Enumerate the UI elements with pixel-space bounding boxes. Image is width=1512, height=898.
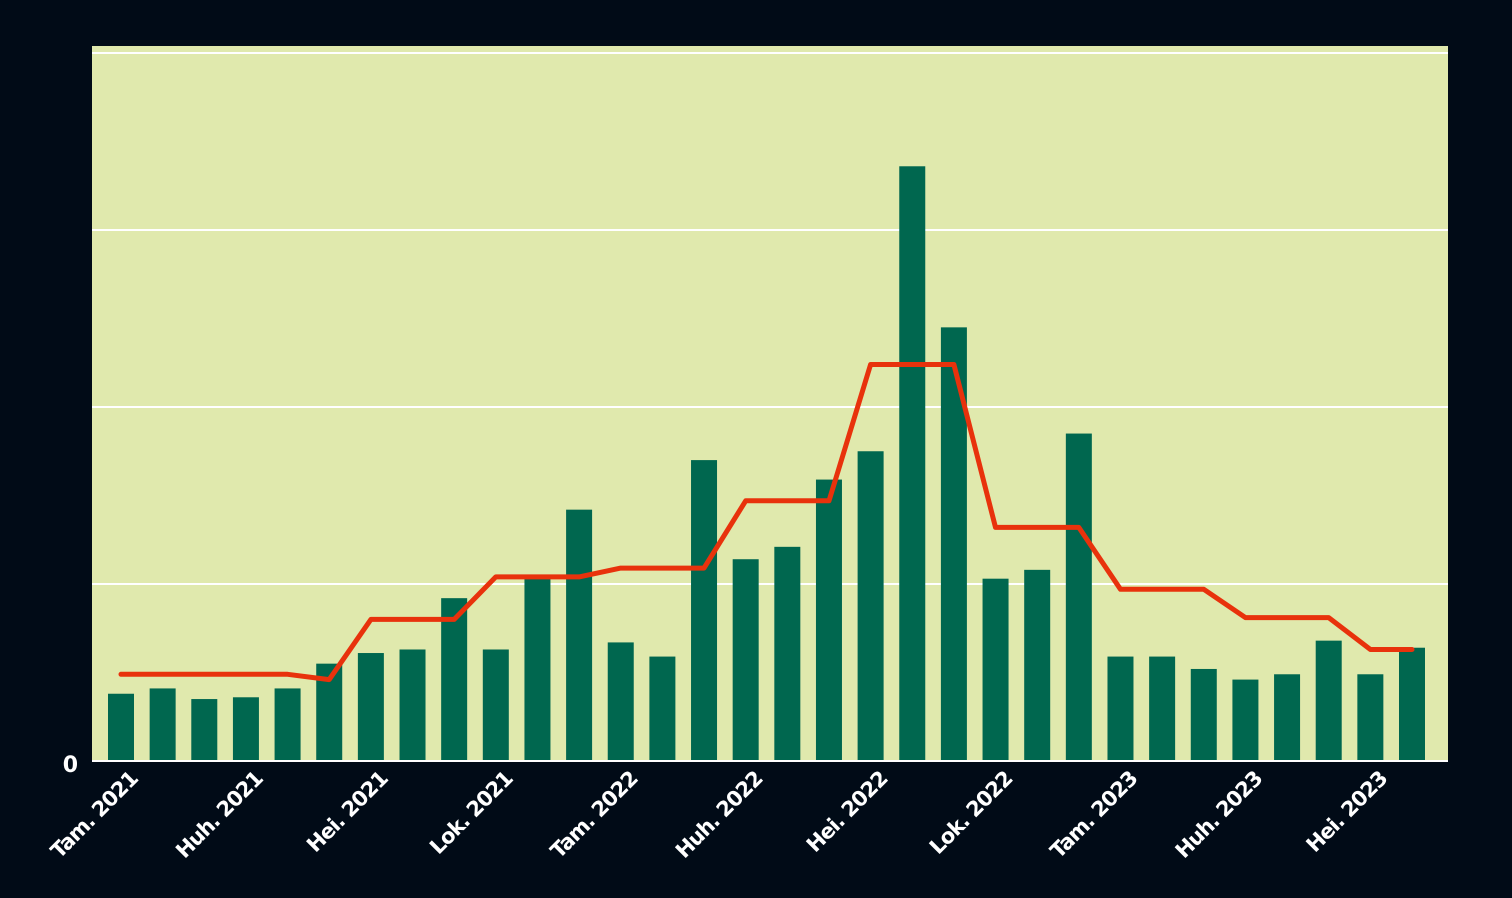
bar [1357,674,1384,761]
x-tick-label: Hei. 2021 [302,766,393,857]
x-tick-label: Lok. 2021 [425,766,518,859]
bar [1149,656,1176,761]
x-tick-label: Huh. 2023 [1171,767,1267,863]
x-tick-label: Tam. 2023 [1046,767,1142,863]
bar [815,479,842,761]
bar [899,166,926,761]
bar [566,509,593,761]
bar [482,649,509,761]
bar [441,598,468,761]
bar [982,578,1009,761]
bar [1065,433,1092,761]
bar [732,559,759,761]
x-tick-labels: Tam. 2021 Huh. 2021 Hei. 2021 Lok. 2021 Tam.… [46,766,1392,863]
bar [232,697,259,761]
bar [1315,640,1342,761]
bar [108,693,134,761]
bar [149,688,176,761]
bar [274,688,301,761]
bar [1274,674,1301,761]
bar [1107,656,1134,761]
bar [1399,647,1425,761]
bar [774,546,801,761]
plot-area [92,46,1448,762]
bar [1232,679,1259,761]
x-tick-label: Tam. 2022 [546,767,642,863]
x-tick-label: Huh. 2022 [671,767,767,863]
line-series [118,362,1415,683]
bar-series [108,166,1425,761]
x-tick-label: Hei. 2023 [1302,767,1392,857]
x-tick-label: Lok. 2022 [925,767,1017,859]
bar [357,653,384,761]
bar [1024,569,1051,761]
bar [691,460,718,761]
x-tick-label: Hei. 2022 [802,767,892,857]
y-tick-label: 0 [63,753,78,778]
x-tick-label: Huh. 2021 [171,766,268,863]
bar [191,699,218,761]
bar [607,642,634,761]
bar [399,649,426,761]
x-tick-label: Tam. 2021 [46,766,143,863]
bar [857,451,884,761]
bar [649,656,676,761]
bar [524,578,551,761]
grid-lines [92,52,1448,585]
bar [1190,668,1217,761]
